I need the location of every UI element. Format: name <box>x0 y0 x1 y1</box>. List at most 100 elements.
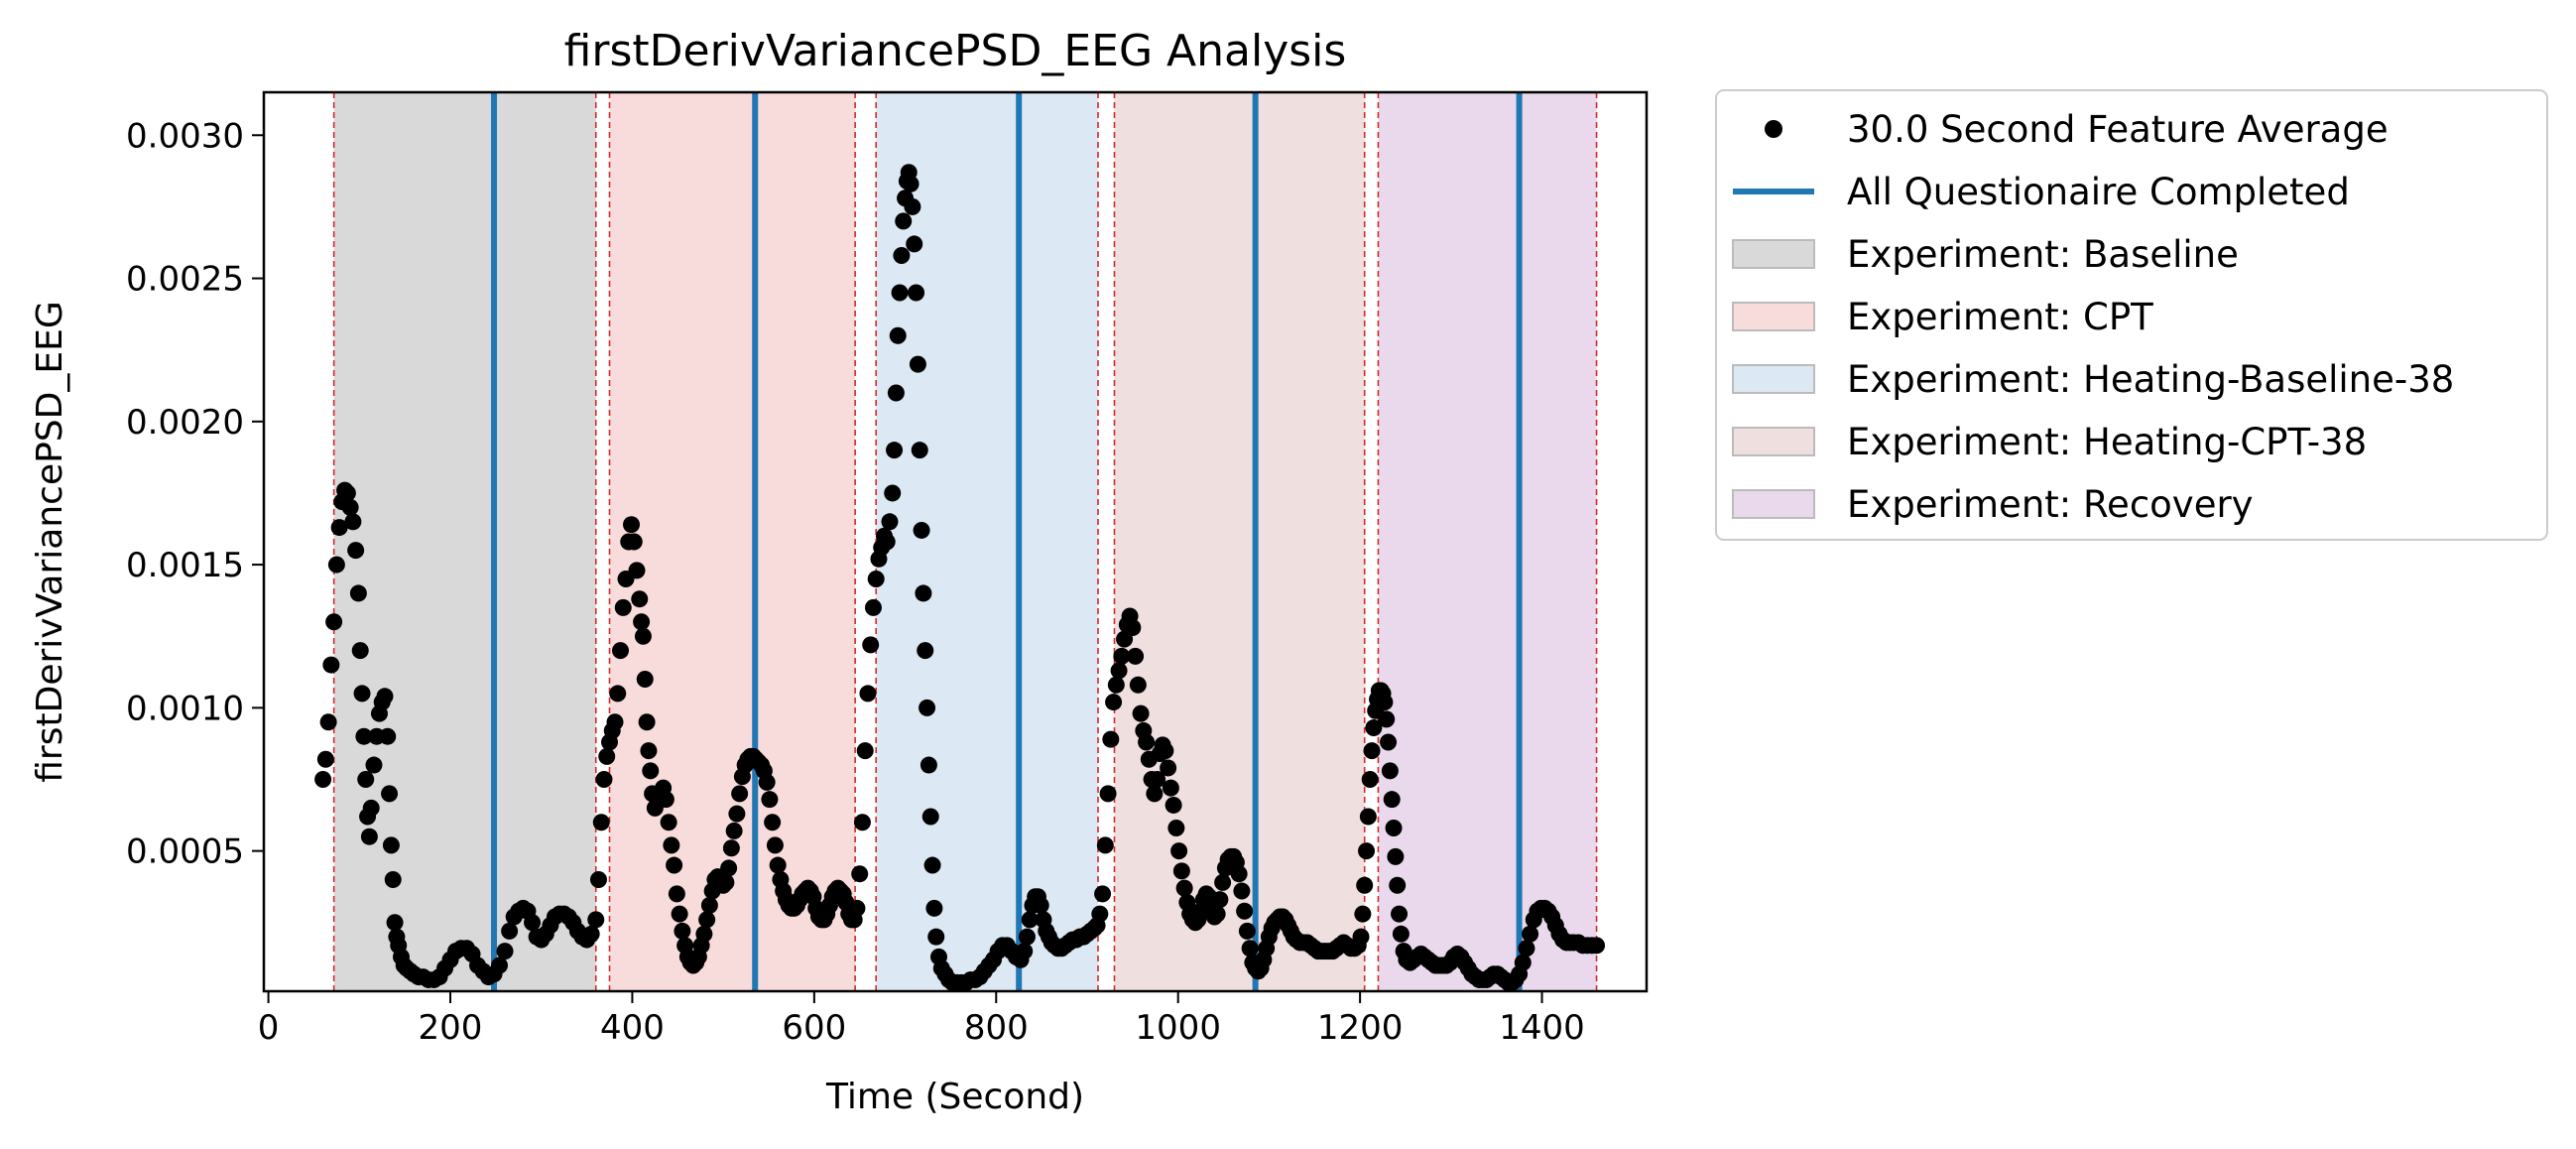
data-point <box>633 613 651 631</box>
data-point <box>1149 770 1166 788</box>
data-point <box>357 770 375 788</box>
data-point <box>319 713 337 731</box>
data-point <box>347 542 365 560</box>
data-point <box>1391 905 1409 923</box>
x-tick-label: 600 <box>782 1008 846 1048</box>
data-point <box>614 598 632 616</box>
data-point <box>663 836 680 854</box>
data-point <box>887 384 905 402</box>
data-point <box>582 925 600 943</box>
data-point <box>491 957 509 974</box>
data-point <box>1107 676 1125 694</box>
data-point <box>634 627 652 645</box>
legend-label: Experiment: Recovery <box>1847 483 2254 526</box>
data-point <box>666 856 683 874</box>
legend-swatch <box>1732 427 1815 456</box>
legend-marker <box>1765 120 1782 138</box>
data-point <box>638 713 656 731</box>
data-point <box>1365 719 1383 737</box>
data-point <box>906 235 923 253</box>
data-point <box>628 562 646 579</box>
data-point <box>636 670 654 688</box>
legend-swatch <box>1732 302 1815 331</box>
data-point <box>1032 896 1049 914</box>
data-point <box>365 756 383 774</box>
data-point <box>859 685 877 702</box>
data-point <box>496 943 514 960</box>
y-tick-label: 0.0020 <box>126 403 244 443</box>
data-point <box>915 584 932 602</box>
experiment-spans <box>332 92 1598 991</box>
data-point <box>1514 954 1532 971</box>
data-point <box>360 828 378 845</box>
data-point <box>891 284 909 302</box>
data-point <box>911 442 928 459</box>
data-point <box>595 770 613 788</box>
data-point <box>1208 905 1226 923</box>
data-point <box>1175 879 1193 897</box>
data-point <box>1021 911 1039 929</box>
data-point <box>1380 733 1398 751</box>
data-point <box>1356 876 1374 894</box>
data-point <box>1160 759 1177 777</box>
data-point <box>1361 770 1379 788</box>
data-point <box>923 856 941 874</box>
y-tick-label: 0.0025 <box>126 260 244 300</box>
data-point <box>853 814 871 831</box>
x-axis-ticks: 0 200 400 600 800 1000 1200 1400 <box>258 991 1585 1048</box>
data-point <box>1018 928 1036 946</box>
data-point <box>589 870 607 888</box>
data-point <box>1146 785 1164 803</box>
data-point <box>1588 937 1606 955</box>
x-tick-label: 800 <box>964 1008 1029 1048</box>
data-point <box>884 484 902 502</box>
data-point <box>695 925 713 943</box>
data-point <box>379 727 397 745</box>
data-point <box>1352 928 1370 946</box>
data-point <box>1518 940 1535 958</box>
data-point <box>1236 902 1254 920</box>
legend-label: Experiment: Baseline <box>1847 233 2239 276</box>
data-point <box>325 613 343 631</box>
data-point <box>1241 940 1259 958</box>
data-point <box>612 642 630 660</box>
data-point <box>731 785 749 803</box>
x-axis-label: Time (Second) <box>825 1077 1084 1117</box>
data-point <box>376 688 394 705</box>
data-point <box>913 521 930 539</box>
data-point <box>1358 842 1376 860</box>
data-point <box>1129 676 1147 694</box>
data-point <box>867 571 885 588</box>
y-tick-label: 0.0010 <box>126 689 244 728</box>
data-point <box>322 656 340 674</box>
data-point <box>351 642 369 660</box>
data-point <box>642 762 660 780</box>
data-point <box>895 212 913 230</box>
data-point <box>722 839 740 857</box>
data-point <box>698 911 716 929</box>
data-point <box>1381 762 1399 780</box>
y-tick-label: 0.0030 <box>126 116 244 156</box>
questionnaire-lines <box>491 92 1523 991</box>
x-tick-label: 0 <box>258 1008 280 1048</box>
data-point <box>917 642 934 660</box>
data-point <box>902 175 920 192</box>
data-point <box>362 799 380 817</box>
data-point <box>349 584 367 602</box>
data-point <box>1214 873 1232 891</box>
data-point <box>382 836 400 854</box>
data-point <box>314 770 332 788</box>
data-point <box>764 814 782 831</box>
data-point <box>606 713 624 731</box>
data-point <box>625 533 643 551</box>
data-point <box>1522 925 1539 943</box>
data-point <box>1387 847 1405 865</box>
y-axis-ticks: 0.0005 0.0010 0.0015 0.0020 0.0025 0.0030 <box>126 116 264 872</box>
data-point <box>720 859 738 877</box>
data-point <box>1110 662 1128 680</box>
data-point <box>851 865 869 883</box>
x-tick-label: 1000 <box>1135 1008 1221 1048</box>
data-point <box>758 773 776 791</box>
data-point <box>657 791 675 809</box>
